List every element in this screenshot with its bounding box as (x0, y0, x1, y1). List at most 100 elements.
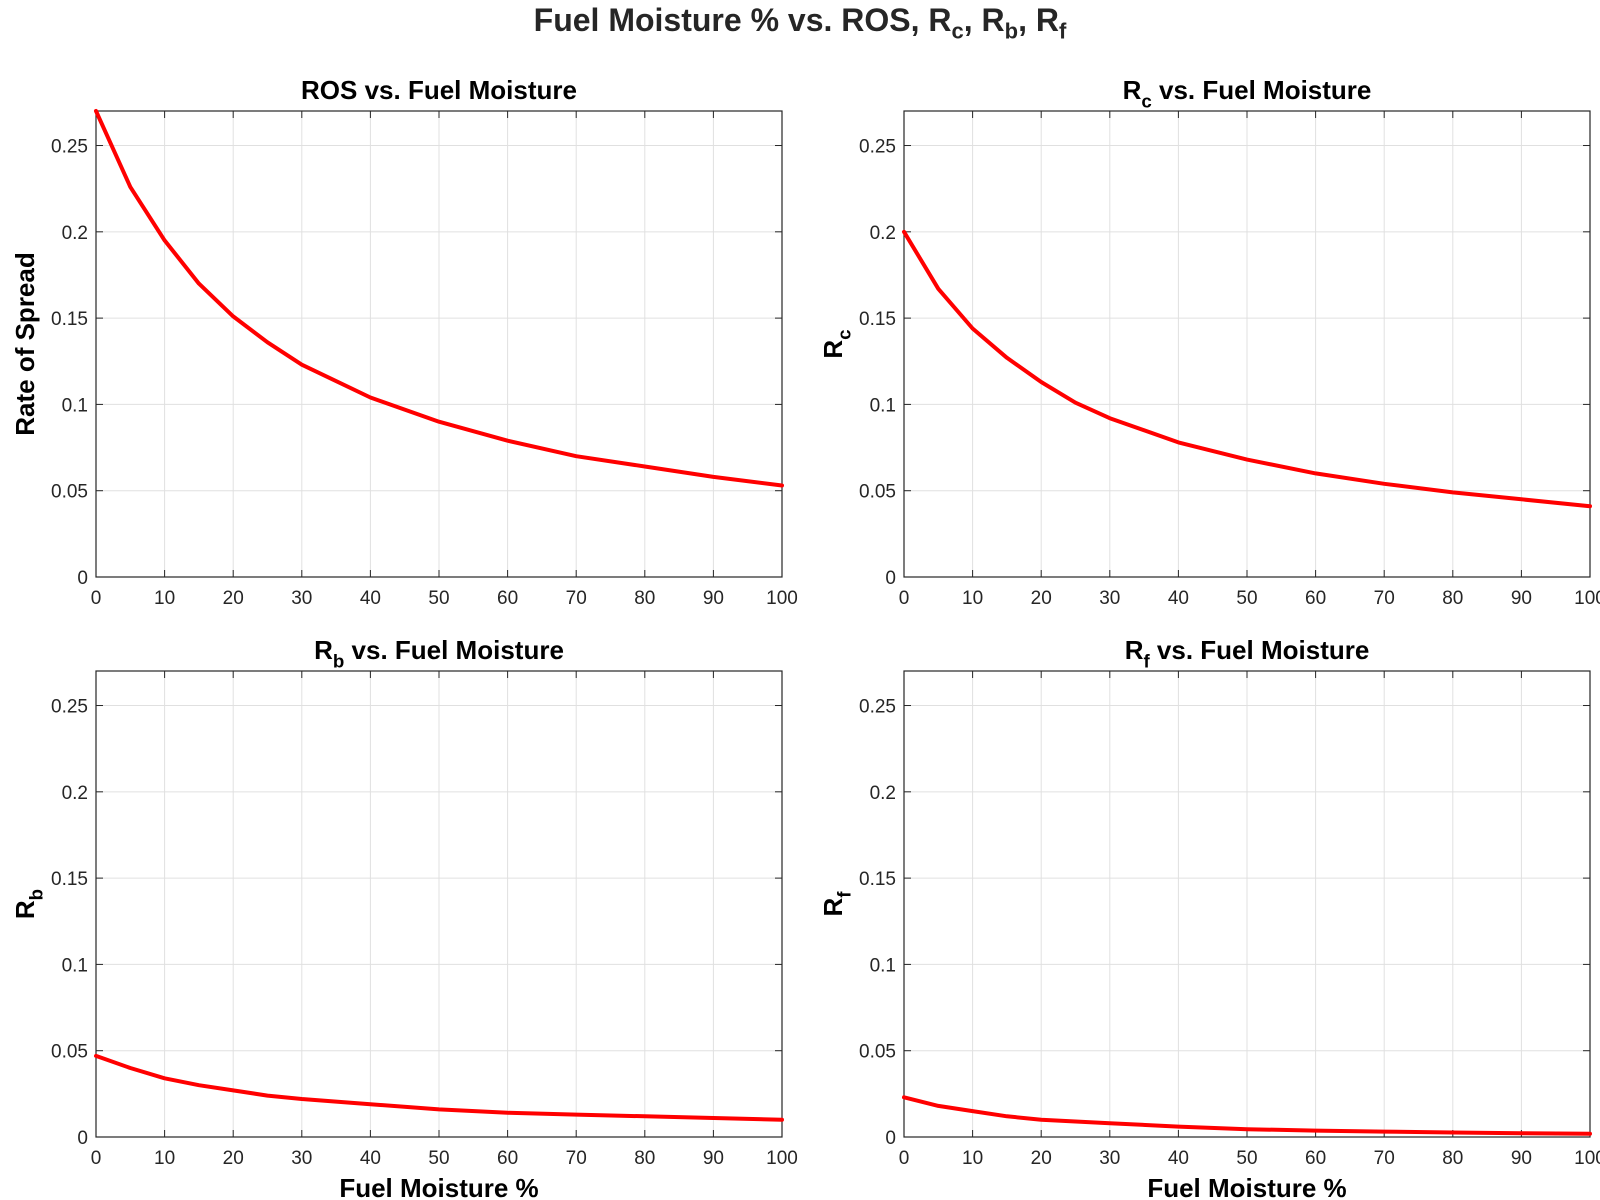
x-axis-label: Fuel Moisture % (339, 1173, 538, 1200)
data-point (506, 1111, 510, 1115)
y-tick-label: 0.15 (859, 869, 896, 890)
data-point (1245, 458, 1249, 462)
x-tick-label: 30 (291, 1148, 312, 1169)
data-point (574, 1112, 578, 1117)
data-point (711, 475, 716, 479)
subplot-2: 0 10 20 30 40 50 60 70 80 90 100 0 0.05 0.1 0.15 0.2 0.2… (818, 75, 1600, 609)
y-tick-label: 0.2 (870, 223, 896, 244)
data-point (902, 230, 906, 234)
series-line (902, 229, 1592, 509)
x-tick-label: 30 (1099, 1148, 1120, 1169)
data-point (300, 1097, 304, 1101)
y-tick-label: 0 (885, 568, 896, 589)
data-point (163, 238, 167, 243)
data-point (780, 1118, 784, 1122)
data-point (368, 1102, 372, 1106)
data-point (94, 109, 98, 113)
x-tick-label: 70 (566, 588, 587, 609)
subplot-3: 0 10 20 30 40 50 60 70 80 90 100 0 0.05 0.1 0.15 0.2 0.2… (10, 635, 798, 1200)
subplot-title: Rc​ vs. Fuel Moisture (1123, 75, 1372, 111)
y-tick-label: 0.2 (870, 783, 896, 804)
subplot-title: Rb​ vs. Fuel Moisture (314, 635, 564, 671)
y-tick-label: 0.25 (51, 137, 88, 158)
data-point (1176, 440, 1180, 444)
x-tick-label: 0 (899, 1148, 910, 1169)
series-line (94, 109, 784, 488)
x-tick-label: 80 (1442, 588, 1463, 609)
x-tick-label: 60 (497, 1148, 518, 1169)
x-tick-label: 60 (497, 588, 518, 609)
y-axis-label: Rf​ (818, 891, 854, 917)
data-point (1039, 1118, 1043, 1122)
x-tick-label: 10 (962, 1148, 983, 1169)
y-tick-label: 0.05 (859, 1042, 896, 1063)
x-tick-label: 100 (1574, 1148, 1600, 1169)
x-tick-label: 10 (154, 1148, 175, 1169)
data-point (300, 363, 304, 367)
data-point (1073, 1119, 1078, 1124)
data-point (128, 185, 132, 189)
data-point (1382, 1130, 1386, 1134)
y-tick-label: 0.15 (51, 309, 88, 330)
y-tick-label: 0.05 (51, 1042, 88, 1063)
x-tick-label: 70 (1374, 588, 1395, 609)
y-tick-label: 0 (885, 1128, 896, 1149)
data-point (643, 1114, 647, 1118)
y-tick-label: 0.2 (62, 783, 88, 804)
data-point (574, 454, 578, 458)
subplot-title: ROS vs. Fuel Moisture (301, 75, 577, 105)
data-point (265, 1093, 270, 1098)
x-tick-label: 80 (1442, 1148, 1463, 1169)
y-tick-label: 0 (77, 1128, 88, 1149)
subplot-4: 0 10 20 30 40 50 60 70 80 90 100 0 0.05 0.1 0.15 0.2 0.2… (818, 635, 1600, 1200)
y-tick-label: 0 (77, 568, 88, 589)
data-point (1588, 1132, 1592, 1136)
x-tick-label: 10 (962, 588, 983, 609)
x-tick-label: 30 (1099, 588, 1120, 609)
series-line (902, 1095, 1592, 1136)
x-tick-label: 60 (1305, 588, 1326, 609)
data-point (1588, 504, 1592, 508)
x-tick-label: 60 (1305, 1148, 1326, 1169)
subplot-1: 0 10 20 30 40 50 60 70 80 90 100 0 0.05 0.1 0.15 0.2 0.2… (10, 75, 798, 609)
y-tick-label: 0.2 (62, 223, 88, 244)
data-point (231, 314, 235, 318)
x-tick-label: 0 (91, 1148, 102, 1169)
y-tick-label: 0.1 (62, 395, 88, 416)
data-point (936, 1104, 940, 1108)
data-point (163, 1076, 167, 1080)
x-tick-label: 40 (360, 588, 381, 609)
x-tick-label: 90 (703, 588, 724, 609)
series-line (94, 1053, 784, 1122)
data-point (197, 281, 201, 286)
x-tick-label: 70 (1374, 1148, 1395, 1169)
x-tick-label: 80 (634, 588, 655, 609)
data-point (1519, 497, 1523, 501)
y-tick-label: 0.1 (870, 395, 896, 416)
data-point (1005, 1114, 1009, 1118)
x-tick-label: 20 (1031, 1148, 1052, 1169)
data-point (1451, 1130, 1455, 1135)
data-point (94, 1054, 98, 1058)
data-point (1382, 482, 1386, 486)
data-point (1176, 1125, 1180, 1129)
data-point (231, 1088, 235, 1092)
y-tick-label: 0.15 (51, 869, 88, 890)
data-point (1108, 1121, 1112, 1125)
y-tick-label: 0.15 (859, 309, 896, 330)
data-point (1519, 1131, 1523, 1135)
y-tick-label: 0.25 (859, 697, 896, 718)
data-point (971, 1109, 975, 1113)
x-tick-label: 40 (360, 1148, 381, 1169)
x-tick-label: 50 (428, 1148, 449, 1169)
data-point (971, 326, 975, 331)
data-point (437, 1107, 441, 1111)
data-point (1314, 1129, 1318, 1133)
x-tick-label: 50 (1236, 1148, 1257, 1169)
data-point (437, 420, 441, 424)
x-tick-label: 90 (703, 1148, 724, 1169)
x-tick-label: 80 (634, 1148, 655, 1169)
data-point (368, 395, 372, 400)
